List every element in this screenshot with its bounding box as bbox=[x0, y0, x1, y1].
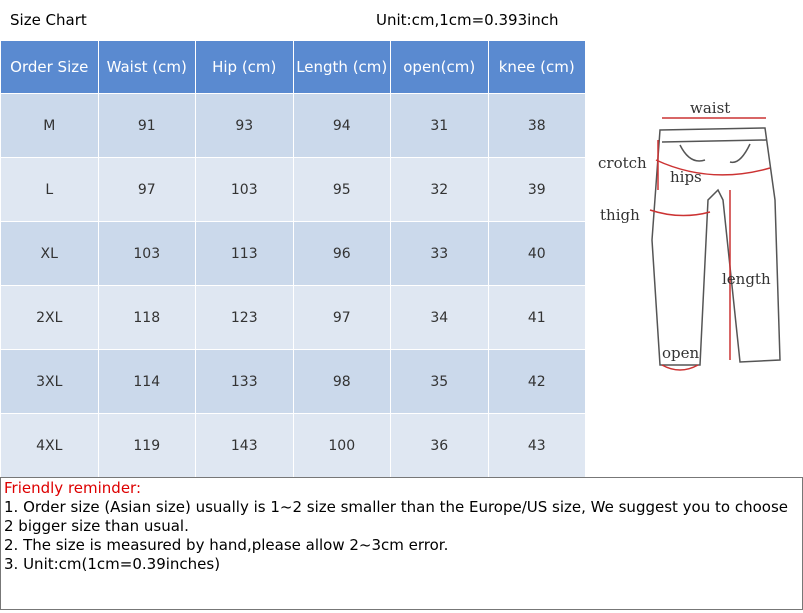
table-cell: 42 bbox=[487, 349, 586, 414]
table-cell: 103 bbox=[97, 221, 196, 286]
column-header: Order Size bbox=[0, 40, 99, 94]
table-cell: 114 bbox=[97, 349, 196, 414]
table-cell: 33 bbox=[390, 221, 489, 286]
header-row: Order Size Waist (cm) Hip (cm) Length (cm) o… bbox=[0, 40, 586, 94]
table-cell: 39 bbox=[487, 157, 586, 222]
length-label: length bbox=[722, 270, 771, 288]
table-cell: 91 bbox=[97, 93, 196, 158]
reminder-title: Friendly reminder: bbox=[4, 479, 141, 497]
table-cell: 97 bbox=[292, 285, 391, 350]
pants-diagram: waist crotch hips thigh length open bbox=[598, 99, 781, 371]
thigh-label: thigh bbox=[600, 206, 640, 224]
table-cell: 38 bbox=[487, 93, 586, 158]
title: Size Chart bbox=[10, 11, 87, 29]
table-cell: 103 bbox=[195, 157, 294, 222]
table-row: M 91 93 94 31 38 bbox=[0, 93, 586, 158]
table-cell: 119 bbox=[97, 413, 196, 478]
reminder-items: 1. Order size (Asian size) usually is 1~… bbox=[4, 498, 799, 574]
table-row: L 97 103 95 32 39 bbox=[0, 157, 586, 222]
table-cell: 98 bbox=[292, 349, 391, 414]
table-cell: 43 bbox=[487, 413, 586, 478]
crotch-label: crotch bbox=[598, 154, 647, 172]
table-cell: 36 bbox=[390, 413, 489, 478]
table-cell: 2XL bbox=[0, 285, 99, 350]
table-cell: 118 bbox=[97, 285, 196, 350]
table-cell: 32 bbox=[390, 157, 489, 222]
column-header: Hip (cm) bbox=[195, 40, 294, 94]
table-cell: 123 bbox=[195, 285, 294, 350]
table-cell: L bbox=[0, 157, 99, 222]
table-cell: 97 bbox=[97, 157, 196, 222]
unit: Unit:cm,1cm=0.393inch bbox=[376, 11, 559, 29]
table-row: 4XL 119 143 100 36 43 bbox=[0, 413, 586, 478]
table-cell: 35 bbox=[390, 349, 489, 414]
table-cell: 40 bbox=[487, 221, 586, 286]
table-cell: 4XL bbox=[0, 413, 99, 478]
hips-label: hips bbox=[670, 168, 702, 186]
reminder-item: 1. Order size (Asian size) usually is 1~… bbox=[4, 498, 788, 535]
reminder-item: 3. Unit:cm(1cm=0.39inches) bbox=[4, 555, 221, 573]
table-cell: 93 bbox=[195, 93, 294, 158]
reminder: Friendly reminder: 1. Order size (Asian … bbox=[0, 477, 803, 610]
table-cell: 34 bbox=[390, 285, 489, 350]
table-cell: 3XL bbox=[0, 349, 99, 414]
table-row: 3XL 114 133 98 35 42 bbox=[0, 349, 586, 414]
table-row: XL 103 113 96 33 40 bbox=[0, 221, 586, 286]
table-cell: 96 bbox=[292, 221, 391, 286]
table-cell: 100 bbox=[292, 413, 391, 478]
column-header: open(cm) bbox=[390, 40, 489, 94]
size-table: Order Size Waist (cm) Hip (cm) Length (cm) o… bbox=[0, 40, 586, 478]
column-header: Waist (cm) bbox=[97, 40, 196, 94]
table-cell: 94 bbox=[292, 93, 391, 158]
table-cell: 41 bbox=[487, 285, 586, 350]
table-cell: M bbox=[0, 93, 99, 158]
open-label: open bbox=[662, 344, 700, 362]
table-cell: 143 bbox=[195, 413, 294, 478]
column-header: Length (cm) bbox=[292, 40, 391, 94]
waist-label: waist bbox=[690, 99, 730, 117]
column-header: knee (cm) bbox=[487, 40, 586, 94]
table-cell: 113 bbox=[195, 221, 294, 286]
table-cell: 95 bbox=[292, 157, 391, 222]
table-cell: 133 bbox=[195, 349, 294, 414]
table-row: 2XL 118 123 97 34 41 bbox=[0, 285, 586, 350]
reminder-item: 2. The size is measured by hand,please a… bbox=[4, 536, 449, 554]
table-cell: 31 bbox=[390, 93, 489, 158]
table-cell: XL bbox=[0, 221, 99, 286]
